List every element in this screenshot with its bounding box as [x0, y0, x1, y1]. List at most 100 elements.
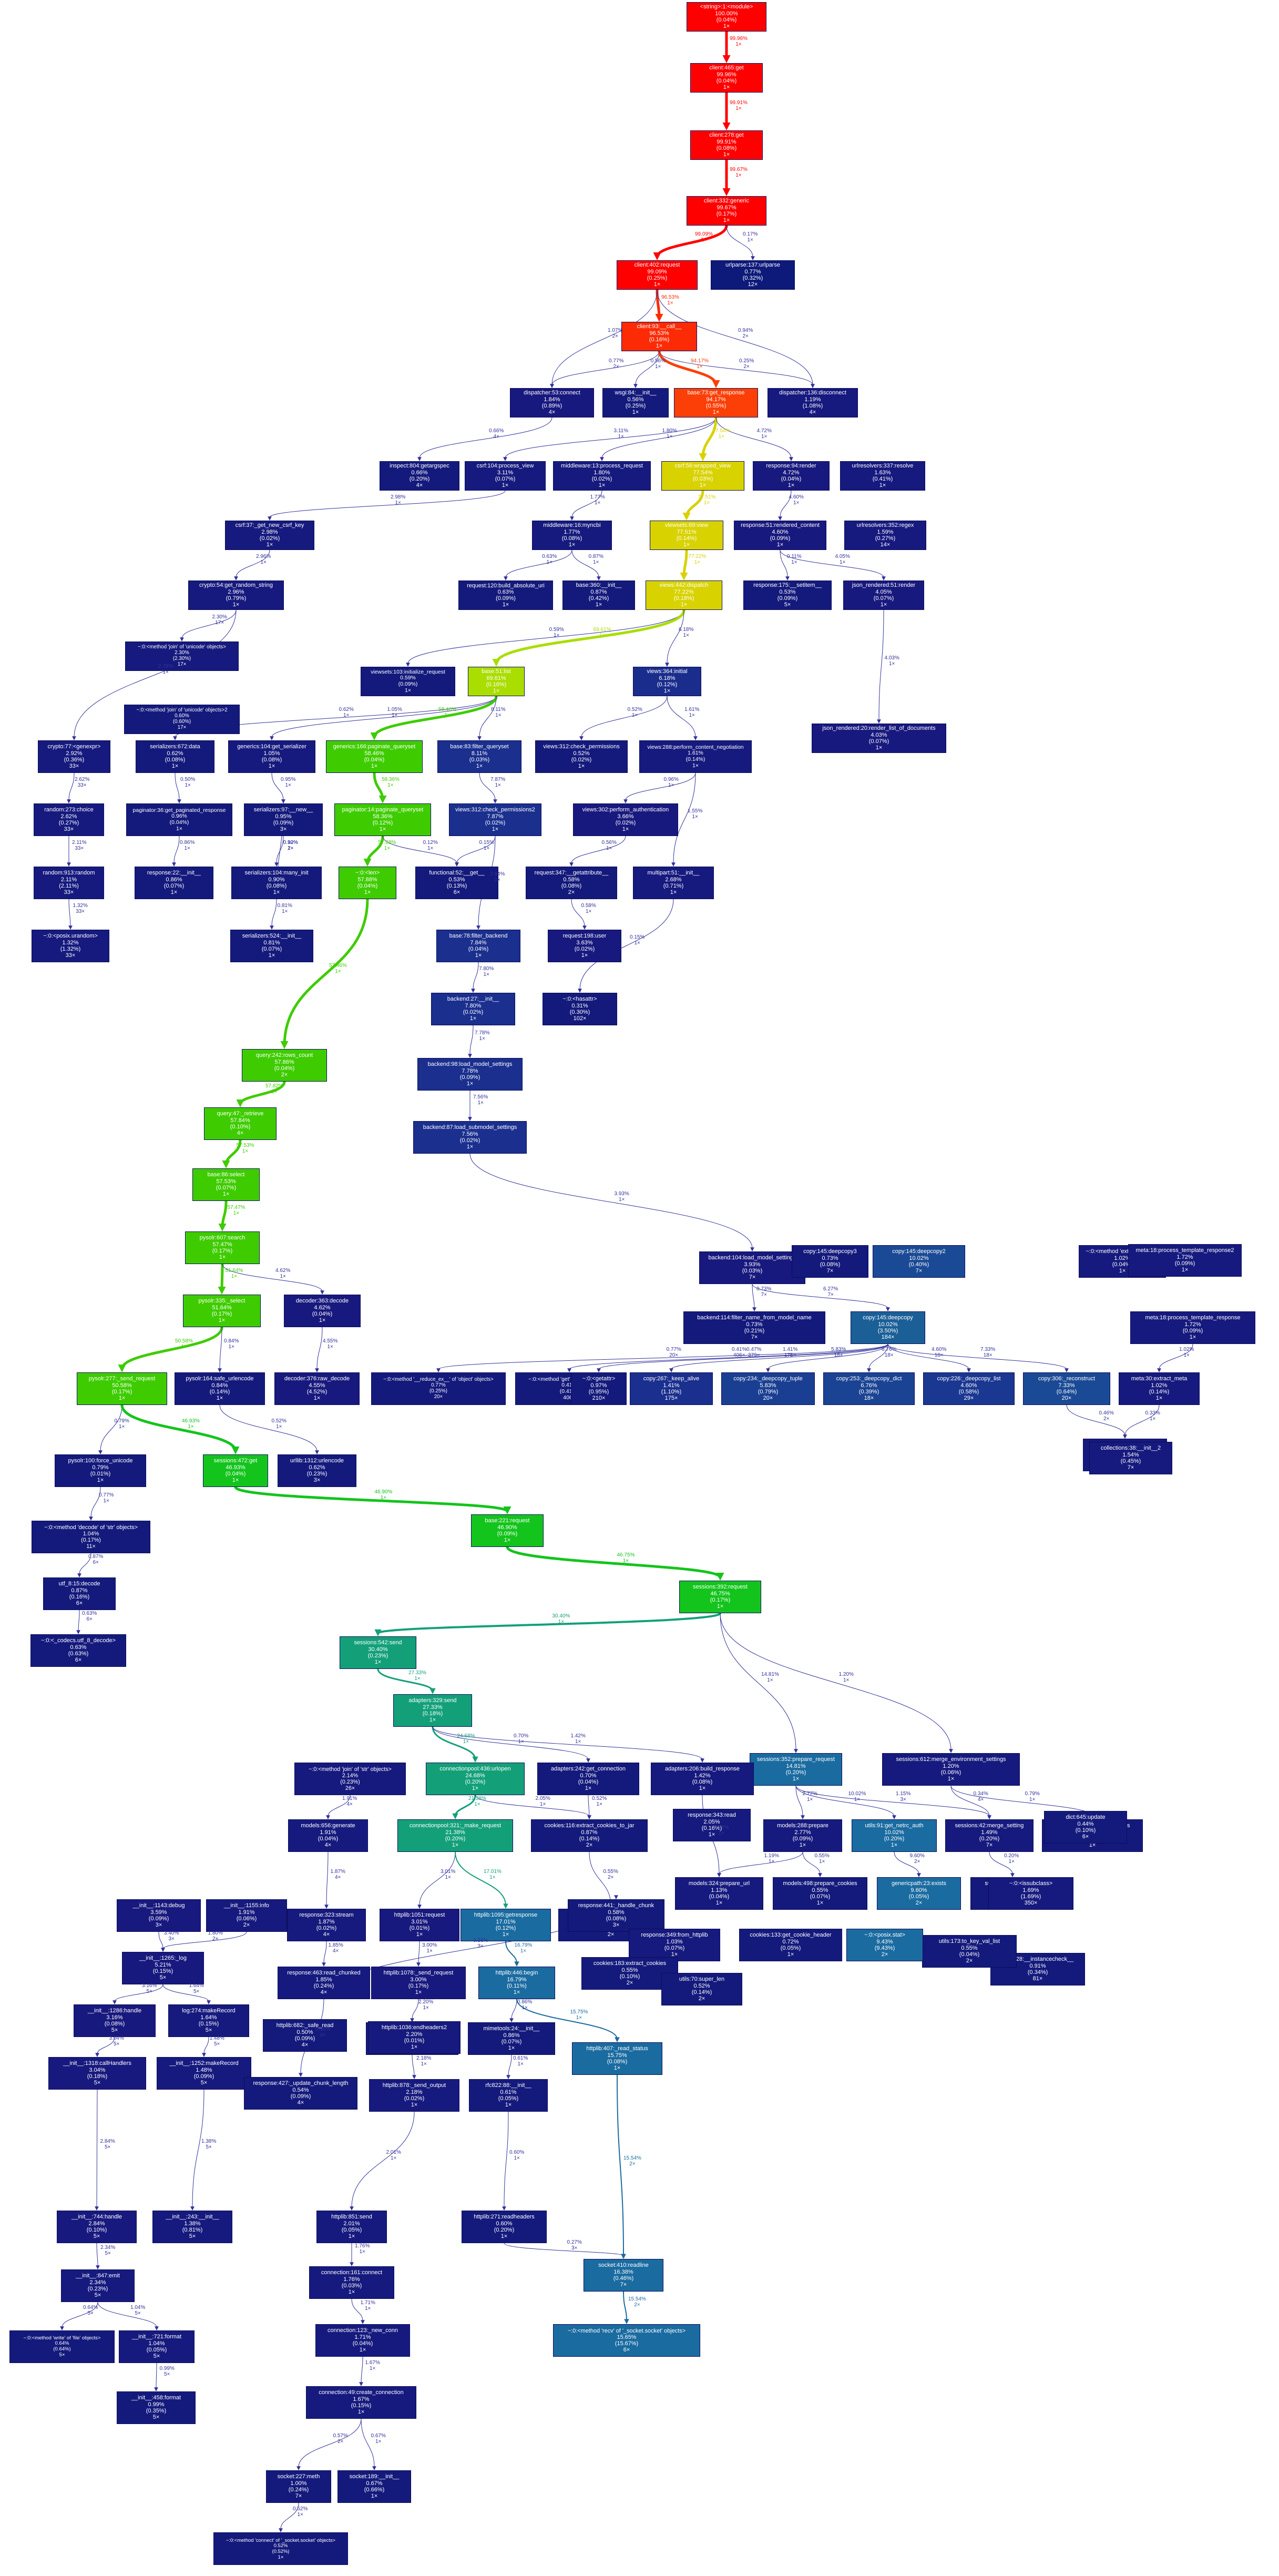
call-graph-node[interactable]: ~:0:<len> 57.88% (0.04%) 1× — [339, 867, 396, 899]
call-graph-node[interactable]: connectionpool:321:_make_request 21.38% (0… — [397, 1819, 513, 1852]
call-graph-node[interactable]: ~:0:<hasattr> 0.31% (0.30%) 102× — [543, 993, 617, 1025]
call-graph-node[interactable]: client:402:request 99.09% (0.25%) 1× — [617, 260, 698, 290]
call-graph-node[interactable]: models:324:prepare_url 1.13% (0.04%) 1× — [675, 1877, 763, 1910]
call-graph-node[interactable]: response:323:stream 1.87% (0.02%) 4× — [287, 1909, 366, 1941]
call-graph-node[interactable]: response:22:__init__ 0.86% (0.07%) 1× — [135, 867, 213, 899]
call-graph-node[interactable]: ~:0:<method 'recv' of '_socket.socket' o… — [553, 2324, 700, 2357]
call-graph-node[interactable]: sessions:542:send 30.40% (0.23%) 1× — [340, 1636, 416, 1669]
call-graph-node[interactable]: httplib:446:begin 16.79% (0.11%) 1× — [478, 1967, 555, 1999]
call-graph-node[interactable]: inspect:804:getargspec 0.66% (0.20%) 4× — [380, 461, 459, 491]
call-graph-node[interactable]: multipart:51:__init__ 2.68% (0.71%) 1× — [633, 867, 714, 899]
call-graph-node[interactable]: base:360:__init__ 0.87% (0.42%) 1× — [562, 581, 635, 610]
call-graph-node[interactable]: backend:98:load_model_settings 7.78% (0.09… — [417, 1058, 523, 1091]
call-graph-node[interactable]: <string>:1:<module> 100.00% (0.04%) 1× — [687, 2, 766, 32]
call-graph-node[interactable]: base:73:get_response 94.17% (0.55%) 1× — [674, 388, 758, 418]
call-graph-node[interactable]: dispatcher:136:disconnect 1.19% (1.08%) 4× — [768, 388, 858, 418]
call-graph-node[interactable]: ~:0:<_codecs.utf_8_decode> 0.63% (0.63%) 6× — [30, 1634, 126, 1667]
call-graph-node[interactable]: utils:70:super_len 0.52% (0.14%) 2× — [661, 1973, 742, 2005]
call-graph-node[interactable]: mimetools:24:__init__ 0.86% (0.07%) 1× — [468, 2022, 555, 2055]
call-graph-node[interactable]: decoder:363:decode 4.62% (0.04%) 1× — [284, 1295, 361, 1327]
call-graph-node[interactable]: pysolr:607:search 57.47% (0.17%) 1× — [185, 1231, 260, 1264]
call-graph-node[interactable]: request:198:user 3.63% (0.02%) 1× — [548, 930, 621, 962]
call-graph-node[interactable]: client:93:__call__ 96.53% (0.16%) 1× — [621, 322, 697, 351]
call-graph-node[interactable]: generics:166:paginate_queryset 58.46% (0.0… — [326, 740, 423, 773]
call-graph-node[interactable]: httplib:1051:request 3.01% (0.01%) 1× — [380, 1909, 459, 1941]
call-graph-node[interactable]: backend:114:filter_name_from_model_name 0… — [683, 1311, 825, 1344]
call-graph-node[interactable]: response:51:rendered_content 4.60% (0.09%)… — [734, 521, 826, 550]
call-graph-node[interactable]: ~:0:<method 'write' of 'file' objects> 0.… — [9, 2330, 115, 2363]
call-graph-node[interactable]: httplib:878:_send_output 2.18% (0.02%) 1× — [369, 2079, 459, 2112]
call-graph-node[interactable]: ~:0:<method 'decode' of 'str' objects> 1.… — [32, 1521, 150, 1553]
call-graph-node[interactable]: dict:645:update 0.44% (0.10%) 6× — [1044, 1811, 1127, 1844]
call-graph-node[interactable]: urllib:1312:urlencode 0.62% (0.23%) 3× — [278, 1454, 356, 1487]
call-graph-node[interactable]: copy:253:_deepcopy_dict 6.76% (0.39%) 18× — [823, 1372, 915, 1405]
call-graph-node[interactable]: json_rendered:51:render 4.05% (0.07%) 1× — [843, 581, 924, 610]
call-graph-node[interactable]: __init__:1155:info 1.91% (0.06%) 2× — [206, 1899, 287, 1932]
call-graph-node[interactable]: views:442:dispatch 77.22% (0.18%) 1× — [646, 581, 722, 610]
call-graph-node[interactable]: meta:18:process_template_response 1.72% (0… — [1130, 1311, 1255, 1344]
call-graph-node[interactable]: request:120:build_absolute_uri 0.63% (0.09… — [458, 581, 553, 610]
call-graph-node[interactable]: base:78:filter_backend 7.84% (0.04%) 1× — [436, 930, 520, 962]
call-graph-node[interactable]: cookies:116:extract_cookies_to_jar 0.87%(… — [531, 1819, 648, 1852]
call-graph-node[interactable]: __init__:744:handle 2.84% (0.10%) 5× — [57, 2211, 137, 2243]
call-graph-node[interactable]: __init__:1252:makeRecord 1.48% (0.09%) 5× — [157, 2057, 251, 2090]
call-graph-node[interactable]: __init__:1143:debug 3.59% (0.09%) 3× — [117, 1899, 201, 1932]
call-graph-node[interactable]: views:312:check_permissions2 7.87% (0.02%)… — [449, 803, 541, 836]
call-graph-node[interactable]: pysolr:164:safe_urlencode 0.84% (0.14%) 1× — [175, 1372, 265, 1405]
call-graph-node[interactable]: meta:30:extract_meta 1.02% (0.14%) 1× — [1119, 1372, 1200, 1405]
call-graph-node[interactable]: query:47:_retrieve 57.84% (0.10%) 4× — [204, 1107, 277, 1140]
call-graph-node[interactable]: serializers:672:data 0.62% (0.08%) 1× — [136, 740, 214, 773]
call-graph-node[interactable]: csrf:37:_get_new_csrf_key 2.98% (0.02%) 1× — [225, 521, 314, 550]
call-graph-node[interactable]: connection:161:connect 1.76% (0.03%) 1× — [309, 2266, 394, 2299]
call-graph-node[interactable]: log:274:makeRecord 1.64% (0.15%) 5× — [168, 2004, 249, 2037]
call-graph-node[interactable]: __init__:1265:_log 5.21% (0.15%) 5× — [122, 1952, 204, 1984]
call-graph-node[interactable]: urlparse:137:urlparse 0.77% (0.32%) 12× — [711, 260, 795, 290]
call-graph-node[interactable]: views:288:perform_content_negotiation 1.6… — [639, 740, 752, 773]
call-graph-node[interactable]: client:465:get 99.96% (0.04%) 1× — [690, 63, 763, 93]
call-graph-node[interactable]: adapters:242:get_connection 0.70% (0.04%) 1… — [537, 1763, 639, 1795]
call-graph-node[interactable]: pysolr:335:_select 51.64% (0.17%) 1× — [183, 1295, 261, 1327]
call-graph-node[interactable]: httplib:1036:endheaders2 2.20% (0.01%) 1× — [368, 2021, 461, 2054]
call-graph-node[interactable]: backend:27:__init__ 7.80% (0.02%) 1× — [431, 993, 515, 1025]
call-graph-node[interactable]: middleware:16:myncbi 1.77% (0.08%) 1× — [532, 521, 612, 550]
call-graph-node[interactable]: random:273:choice 2.62% (0.27%) 33× — [34, 803, 104, 836]
call-graph-node[interactable]: collections:38:__init__2 1.54% (0.45%) 7× — [1089, 1442, 1172, 1474]
call-graph-node[interactable]: dispatcher:53:connect 1.84% (0.89%) 4× — [510, 388, 594, 418]
call-graph-node[interactable]: ~:0:<method 'connect' of '_socket.socket… — [213, 2532, 348, 2565]
call-graph-node[interactable]: client:332:generic 99.67% (0.17%) 1× — [687, 196, 766, 226]
call-graph-node[interactable]: pysolr:100:force_unicode 0.79% (0.01%) 1× — [55, 1454, 146, 1487]
call-graph-node[interactable]: viewsets:103:initialize_request 0.59% (0.0… — [361, 667, 455, 696]
call-graph-node[interactable]: models:656:generate 1.91% (0.04%) 4× — [288, 1819, 368, 1852]
call-graph-node[interactable]: response:427:_update_chunk_length 0.54% (0… — [244, 2077, 357, 2110]
call-graph-node[interactable]: paginator:14:paginate_queryset 58.36% (0.1… — [334, 803, 431, 836]
call-graph-node[interactable]: copy:306:_reconstruct 7.33% (0.64%) 20× — [1023, 1372, 1110, 1405]
call-graph-node[interactable]: pysolr:277:_send_request 50.58% (0.17%) 1× — [77, 1372, 167, 1405]
call-graph-node[interactable]: ~:0:<posix.urandom> 1.32% (1.32%) 33× — [32, 930, 109, 962]
call-graph-node[interactable]: base:83:filter_queryset 8.11% (0.03%) 1× — [437, 740, 521, 773]
call-graph-node[interactable]: cookies:133:get_cookie_header 0.72% (0.05%… — [739, 1929, 842, 1961]
call-graph-node[interactable]: models:498:prepare_cookies 0.55% (0.07%) 1× — [773, 1877, 867, 1910]
call-graph-node[interactable]: ~:0:<method '__reduce_ex__' of 'object' … — [371, 1372, 506, 1405]
call-graph-node[interactable]: views:302:perform_authentication 3.66% (0.… — [573, 803, 678, 836]
call-graph-node[interactable]: ~:0:<method 'join' of 'unicode' objects>… — [124, 705, 240, 734]
call-graph-node[interactable]: decoder:376:raw_decode 4.55% (4.52%) 1× — [274, 1372, 360, 1405]
call-graph-node[interactable]: adapters:329:send 27.33% (0.18%) 1× — [393, 1694, 472, 1727]
call-graph-node[interactable]: httplib:851:send 2.01% (0.05%) 1× — [316, 2211, 387, 2243]
call-graph-node[interactable]: backend:87:load_submodel_settings 7.56% (0… — [413, 1121, 527, 1154]
call-graph-node[interactable]: paginator:36:get_paginated_response 0.96%… — [126, 803, 232, 836]
call-graph-node[interactable]: middleware:13:process_request 1.80% (0.02%… — [553, 461, 651, 491]
call-graph-node[interactable]: copy:267:_keep_alive 1.41% (1.10%) 175× — [630, 1372, 713, 1405]
call-graph-node[interactable]: copy:234:_deepcopy_tuple 5.83% (0.79%) 20× — [721, 1372, 815, 1405]
call-graph-node[interactable]: httplib:1078:_send_request 3.00% (0.17%) 1× — [371, 1967, 466, 1999]
call-graph-node[interactable]: socket:410:readline 16.38% (0.46%) 7× — [584, 2259, 663, 2292]
call-graph-node[interactable]: connectionpool:436:urlopen 24.68% (0.20%) 1… — [426, 1763, 525, 1795]
call-graph-node[interactable]: sessions:42:merge_setting 1.49% (0.20%) 7× — [945, 1819, 1034, 1852]
call-graph-node[interactable]: socket:227:meth 1.00% (0.24%) 7× — [266, 2470, 331, 2503]
call-graph-node[interactable]: __init__:1286:handle 3.16% (0.08%) 5× — [74, 2004, 156, 2037]
call-graph-node[interactable]: genericpath:23:exists 9.60% (0.05%) 2× — [877, 1877, 961, 1910]
call-graph-node[interactable]: viewsets:69:view 77.51% (0.14%) 1× — [650, 521, 723, 550]
call-graph-node[interactable]: response:463:read_chunked 1.85% (0.24%) 4× — [278, 1967, 370, 1999]
call-graph-node[interactable]: query:242:rows_count 57.86% (0.04%) 2× — [242, 1049, 327, 1082]
call-graph-node[interactable]: urlresolvers:352:regex 1.59% (0.27%) 14× — [844, 521, 926, 550]
call-graph-node[interactable]: utils:91:get_netrc_auth 10.02% (0.20%) 1× — [852, 1819, 937, 1852]
